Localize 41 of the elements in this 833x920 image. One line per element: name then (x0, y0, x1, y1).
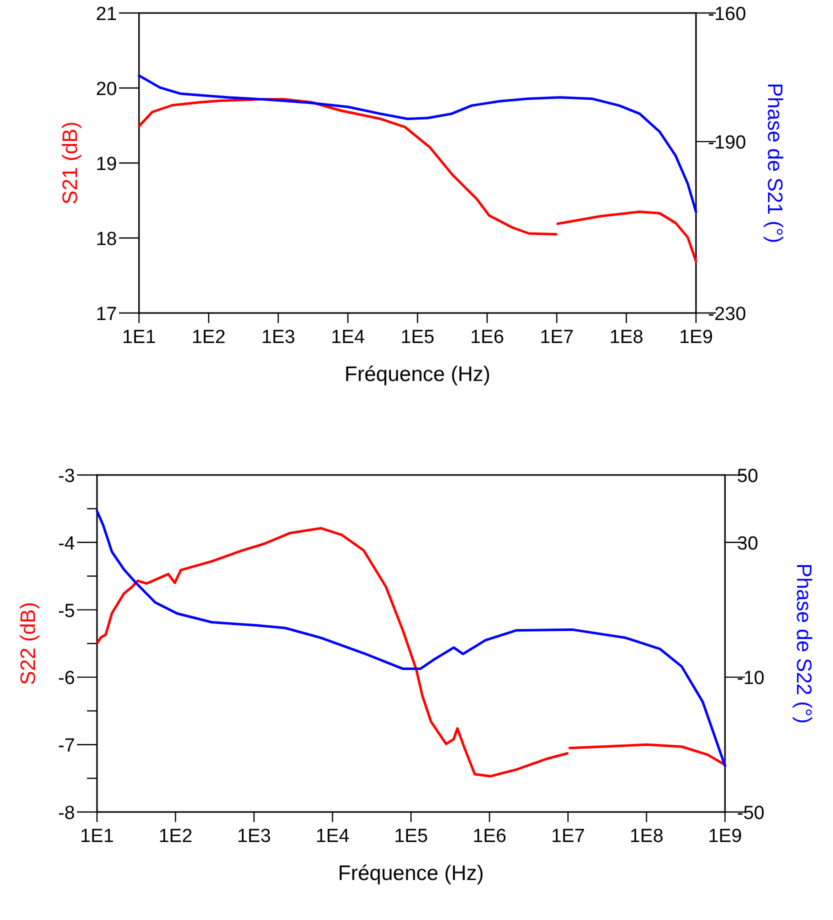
y2-axis-title: Phase de S22 (°) (792, 563, 815, 724)
y-tick-label: -4 (58, 533, 76, 554)
y-tick-label: -3 (58, 466, 75, 487)
x-tick-label: 1E2 (192, 327, 226, 348)
y2-tick-label: -190 (708, 132, 746, 154)
y-tick-label: -5 (58, 600, 75, 622)
y-tick-label: -7 (58, 736, 75, 757)
y2-tick-label: -10 (737, 668, 764, 690)
x-tick-label: 1E7 (551, 826, 585, 847)
x-tick-label: 1E9 (679, 327, 713, 348)
y2-tick-label: -50 (737, 803, 764, 824)
x-tick-label: 1E1 (122, 327, 156, 348)
x-tick-label: 1E5 (400, 327, 434, 348)
x-axis-title: Fréquence (Hz) (344, 363, 490, 386)
x-tick-label: 1E5 (394, 826, 428, 847)
y2-tick-label: -230 (708, 304, 746, 325)
x-tick-label: 1E8 (630, 826, 664, 847)
y-axis-title: S21 (dB) (59, 122, 82, 204)
y-tick-label: 21 (96, 4, 117, 25)
x-tick-label: 1E3 (261, 327, 296, 348)
y-tick-label: -8 (58, 803, 75, 824)
y2-tick-label: 30 (737, 533, 758, 554)
x-tick-label: 1E8 (609, 327, 644, 348)
x-axis-title: Fréquence (Hz) (338, 862, 484, 885)
y-tick-label: -6 (58, 668, 75, 690)
y-tick-label: 17 (96, 304, 117, 325)
y2-axis-title: Phase de S21 (°) (763, 82, 786, 244)
x-tick-label: 1E6 (472, 826, 506, 847)
x-tick-label: 1E1 (80, 826, 114, 847)
y-axis-title: S22 (dB) (17, 602, 40, 685)
y-tick-label: 18 (96, 229, 117, 250)
y-tick-label: 20 (96, 79, 117, 100)
x-tick-label: 1E6 (470, 327, 504, 348)
x-tick-label: 1E9 (708, 826, 742, 847)
y2-tick-label: -160 (708, 4, 746, 25)
x-tick-label: 1E4 (330, 327, 366, 348)
x-tick-label: 1E2 (158, 826, 192, 847)
x-tick-label: 1E7 (540, 327, 574, 348)
x-tick-label: 1E3 (237, 826, 271, 847)
x-tick-label: 1E4 (316, 826, 350, 847)
y-tick-label: 19 (96, 154, 117, 175)
